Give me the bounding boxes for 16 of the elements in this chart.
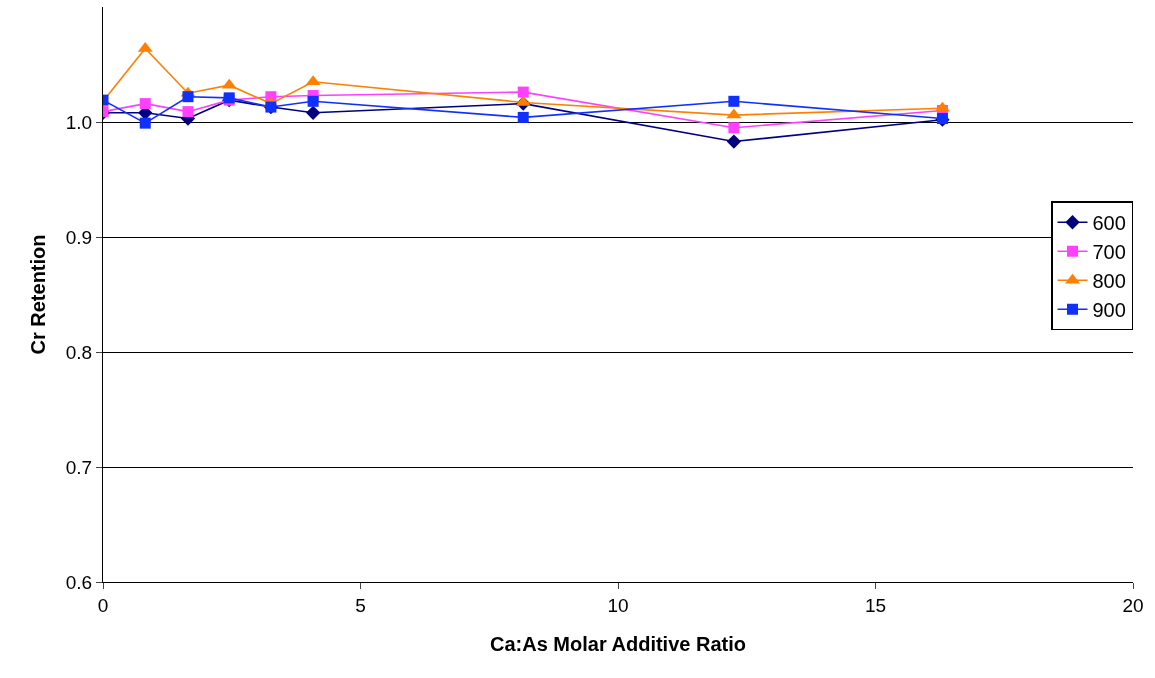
y-tick-label: 0.9 — [65, 226, 93, 248]
x-tick-label: 5 — [355, 594, 366, 616]
y-axis-title: Cr Retention — [27, 234, 50, 355]
legend-label: 600 — [1092, 212, 1126, 235]
x-tick-label: 10 — [607, 594, 629, 616]
y-tick-label: 1.0 — [65, 111, 93, 133]
legend-label: 900 — [1092, 299, 1126, 322]
y-tick-label: 0.8 — [65, 341, 93, 363]
legend-label: 800 — [1092, 270, 1126, 293]
legend-label: 700 — [1092, 241, 1126, 264]
x-tick-label: 20 — [1122, 594, 1144, 616]
y-tick-label: 0.7 — [65, 456, 93, 478]
y-tick-label: 0.6 — [65, 571, 93, 593]
x-axis-title: Ca:As Molar Additive Ratio — [490, 633, 746, 656]
x-tick-label: 0 — [97, 594, 109, 616]
x-tick-label: 15 — [864, 594, 887, 616]
